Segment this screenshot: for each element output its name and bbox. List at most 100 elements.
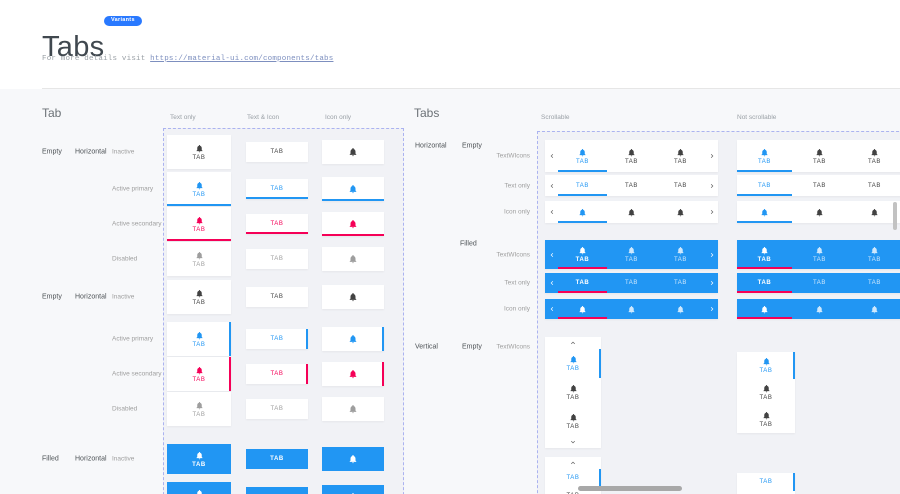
horizontal-scrollbar-thumb[interactable] — [578, 486, 682, 491]
scroll-left-button[interactable] — [545, 140, 558, 172]
tab-cell-text[interactable]: TAB — [246, 249, 308, 269]
tab[interactable]: TAB — [545, 407, 601, 436]
docs-link[interactable]: https://material-ui.com/components/tabs — [150, 55, 334, 63]
tab[interactable]: TAB — [737, 379, 795, 406]
tab[interactable]: TAB — [607, 273, 656, 293]
scroll-left-button[interactable] — [545, 201, 558, 223]
scroll-right-button[interactable] — [705, 273, 718, 293]
tab[interactable] — [607, 299, 656, 319]
tab-cell-icon[interactable] — [322, 140, 384, 164]
tab[interactable] — [847, 201, 900, 223]
tab[interactable] — [792, 299, 847, 319]
scroll-right-button[interactable] — [705, 299, 718, 319]
tab[interactable] — [737, 299, 792, 319]
tab[interactable] — [558, 299, 607, 319]
tab[interactable]: TAB — [558, 175, 607, 196]
tab-cell-icon[interactable] — [322, 327, 384, 351]
vertical-scrollbar-thumb[interactable] — [893, 202, 897, 230]
tab[interactable]: TAB — [792, 240, 847, 269]
components-canvas: Tab Text only Text & Icon Icon only Tabs… — [0, 89, 900, 494]
scroll-right-button[interactable] — [705, 175, 718, 196]
tab[interactable]: TAB — [607, 140, 656, 172]
tab[interactable]: TAB — [847, 175, 900, 196]
tab[interactable] — [847, 299, 900, 319]
tab-cell-icon[interactable] — [322, 485, 384, 494]
tab[interactable]: TAB — [737, 240, 792, 269]
tab[interactable]: TAB — [545, 349, 601, 378]
scroll-right-button[interactable] — [705, 240, 718, 269]
scroll-up-button[interactable] — [545, 337, 601, 349]
tab[interactable] — [558, 201, 607, 223]
tab-cell-icon_text[interactable]: TAB — [167, 207, 231, 241]
active-indicator — [737, 267, 792, 269]
tab-cell-icon[interactable] — [322, 247, 384, 271]
tab-label: TAB — [812, 280, 827, 286]
tab-cell-icon_text[interactable]: TAB — [167, 444, 231, 474]
bell-icon — [349, 370, 357, 379]
tab-cell-icon_text[interactable]: TAB — [167, 172, 231, 206]
tab-cell-icon[interactable] — [322, 285, 384, 309]
tab[interactable]: TAB — [847, 240, 900, 269]
scroll-left-button[interactable] — [545, 299, 558, 319]
tab[interactable]: TAB — [545, 378, 601, 407]
tab-cell-icon_text[interactable]: TAB — [167, 357, 231, 391]
tab[interactable]: TAB — [607, 175, 656, 196]
tab[interactable]: TAB — [792, 140, 847, 172]
tab-cell-icon_text[interactable]: TAB — [167, 280, 231, 314]
tab[interactable]: TAB — [792, 175, 847, 196]
tab-cell-icon_text[interactable]: TAB — [167, 322, 231, 356]
tab[interactable]: TAB — [558, 140, 607, 172]
tab-cell-icon[interactable] — [322, 397, 384, 421]
tab-label: TAB — [673, 257, 688, 263]
tab-cell-text[interactable]: TAB — [246, 487, 308, 494]
tab-cell-icon_text[interactable]: TAB — [167, 482, 231, 494]
tab-cell-text[interactable]: TAB — [246, 329, 308, 349]
scroll-down-button[interactable] — [545, 436, 601, 448]
tab[interactable] — [607, 201, 656, 223]
scroll-left-button[interactable] — [545, 175, 558, 196]
tab[interactable]: TAB — [545, 469, 601, 487]
tab[interactable]: TAB — [558, 240, 607, 269]
tab-cell-text[interactable]: TAB — [246, 179, 308, 199]
tab-cell-icon_text[interactable]: TAB — [167, 135, 231, 169]
tab-cell-text[interactable]: TAB — [246, 214, 308, 234]
tab[interactable]: TAB — [737, 352, 795, 379]
scroll-left-button[interactable] — [545, 273, 558, 293]
tab-cell-text[interactable]: TAB — [246, 287, 308, 307]
tab[interactable]: TAB — [558, 273, 607, 293]
tab[interactable]: TAB — [656, 273, 705, 293]
tab-cell-text[interactable]: TAB — [246, 142, 308, 162]
tab[interactable]: TAB — [792, 273, 847, 293]
scroll-right-button[interactable] — [705, 201, 718, 223]
tab[interactable]: TAB — [607, 240, 656, 269]
tab-cell-icon[interactable] — [322, 212, 384, 236]
bell-icon — [196, 331, 202, 339]
tab-cell-icon[interactable] — [322, 362, 384, 386]
tab-label: TAB — [270, 149, 284, 155]
tab[interactable] — [656, 201, 705, 223]
tab-cell-text[interactable]: TAB — [246, 449, 308, 469]
tab[interactable]: TAB — [656, 240, 705, 269]
tab[interactable]: TAB — [656, 140, 705, 172]
scroll-left-button[interactable] — [545, 240, 558, 269]
tab[interactable] — [656, 299, 705, 319]
tab[interactable] — [792, 201, 847, 223]
tab[interactable]: TAB — [737, 273, 792, 293]
tab[interactable]: TAB — [656, 175, 705, 196]
tab-cell-icon[interactable] — [322, 177, 384, 201]
tab[interactable]: TAB — [737, 473, 795, 491]
row-variant-label: Text only — [504, 182, 530, 189]
tab-cell-text[interactable]: TAB — [246, 399, 308, 419]
tab-cell-icon_text[interactable]: TAB — [167, 392, 231, 426]
scroll-up-button[interactable] — [545, 457, 601, 469]
tab[interactable]: TAB — [737, 175, 792, 196]
tab[interactable]: TAB — [847, 140, 900, 172]
scroll-right-button[interactable] — [705, 140, 718, 172]
tab-cell-icon_text[interactable]: TAB — [167, 242, 231, 276]
tab-cell-icon[interactable] — [322, 447, 384, 471]
tab[interactable]: TAB — [737, 406, 795, 433]
tab[interactable]: TAB — [847, 273, 900, 293]
tab-cell-text[interactable]: TAB — [246, 364, 308, 384]
tab[interactable] — [737, 201, 792, 223]
tab[interactable]: TAB — [737, 140, 792, 172]
